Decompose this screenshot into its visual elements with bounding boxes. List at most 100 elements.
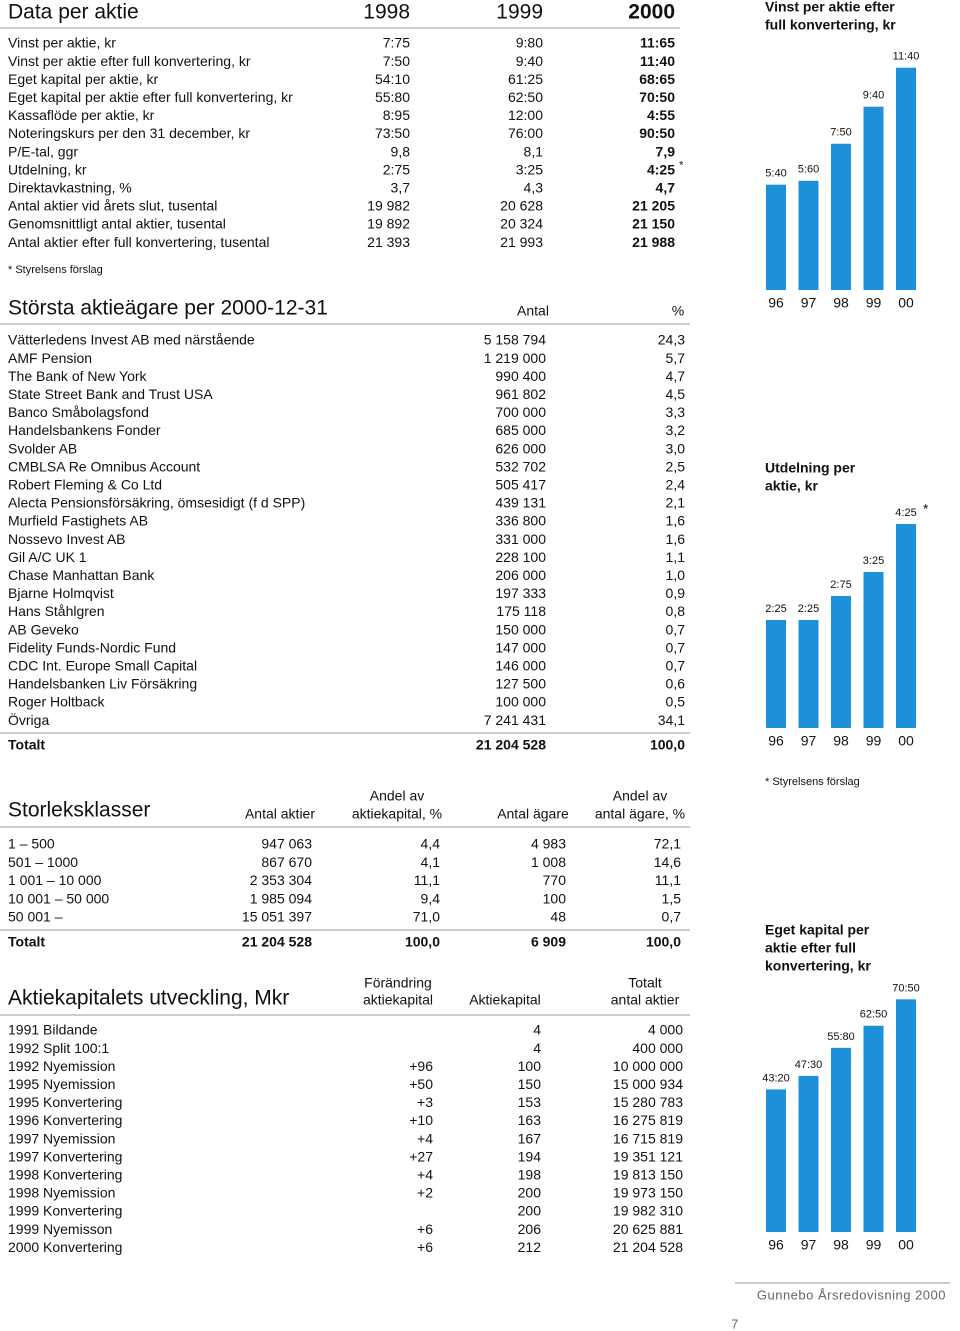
row-label: Eget kapital per aktie efter full konver… <box>8 89 293 105</box>
row-label: Robert Fleming & Co Ltd <box>8 477 162 493</box>
table-cell: 7,9 <box>656 143 676 159</box>
table-cell: 200 <box>518 1203 542 1219</box>
table-cell: 7 241 431 <box>484 712 546 728</box>
table-cell: 9,8 <box>391 143 411 159</box>
value-label: 55:80 <box>827 1031 855 1043</box>
table-cell: 19 982 310 <box>613 1203 683 1219</box>
row-label: Svolder AB <box>8 440 77 456</box>
section-title: Storleksklasser <box>8 799 150 822</box>
table-cell: 7:50 <box>383 53 410 69</box>
category-label: 99 <box>866 733 882 749</box>
table-cell: 400 000 <box>632 1040 683 1056</box>
table-cell: 76:00 <box>508 125 543 141</box>
table-cell: 19 982 <box>367 198 410 214</box>
table-cell: 90:50 <box>639 125 675 141</box>
row-label: 1998 Nyemission <box>8 1185 115 1201</box>
table-cell: 62:50 <box>508 89 543 105</box>
category-label: 99 <box>866 295 882 311</box>
table-cell: 700 000 <box>495 404 546 420</box>
table-cell: 21 993 <box>500 234 543 250</box>
row-label: 1995 Konvertering <box>8 1094 122 1110</box>
value-label: 70:50 <box>892 982 920 994</box>
table-cell: 100 <box>543 890 567 906</box>
row-label: Fidelity Funds-Nordic Fund <box>8 639 176 655</box>
chart-title: Utdelning per <box>765 460 856 476</box>
table-cell: +2 <box>417 1185 433 1201</box>
bar <box>896 67 916 290</box>
total-cell: 21 204 528 <box>242 934 312 950</box>
table-cell: 167 <box>518 1130 542 1146</box>
value-label: 43:20 <box>762 1072 790 1084</box>
table-cell: 0,7 <box>666 639 686 655</box>
row-label: Vinst per aktie, kr <box>8 35 116 51</box>
value-label: 4:25 <box>895 507 916 519</box>
chart-title: aktie, kr <box>765 478 818 494</box>
row-label: 501 – 1000 <box>8 854 78 870</box>
table-cell: +4 <box>417 1167 433 1183</box>
row-label: The Bank of New York <box>8 368 148 384</box>
table-cell: 1,5 <box>662 890 682 906</box>
row-label: Eget kapital per aktie, kr <box>8 71 159 87</box>
table-cell: 21 204 528 <box>613 1239 683 1255</box>
value-label: 9:40 <box>863 90 884 102</box>
row-label: 1996 Konvertering <box>8 1112 122 1128</box>
table-cell: 71,0 <box>413 909 440 925</box>
category-label: 96 <box>768 1237 784 1253</box>
category-label: 00 <box>898 295 914 311</box>
footnote-mark: * <box>923 501 929 517</box>
table-cell: 21 205 <box>632 198 675 214</box>
table-cell: 19 351 121 <box>613 1148 683 1164</box>
table-cell: +27 <box>409 1148 433 1164</box>
value-label: 2:25 <box>798 603 819 615</box>
table-cell: 206 <box>518 1221 542 1237</box>
chart-title: aktie efter full <box>765 940 856 956</box>
table-cell: 990 400 <box>495 368 546 384</box>
row-label: Nossevo Invest AB <box>8 531 126 547</box>
table-cell: 532 702 <box>495 458 546 474</box>
bar <box>896 999 916 1232</box>
table-cell: 21 150 <box>632 216 675 232</box>
table-cell: 9:40 <box>516 53 543 69</box>
value-label: 3:25 <box>863 555 884 567</box>
table-cell: 228 100 <box>495 549 546 565</box>
table-cell: 15 000 934 <box>613 1076 683 1092</box>
table-cell: +4 <box>417 1130 433 1146</box>
note: * Styrelsens förslag <box>765 776 860 788</box>
bar <box>863 572 884 728</box>
table-cell: 48 <box>550 909 566 925</box>
table-header: 2000 <box>628 1 675 24</box>
footer-brand: Gunnebo Årsredovisning 2000 <box>757 1287 946 1302</box>
table-cell: +96 <box>409 1058 433 1074</box>
table-cell: 70:50 <box>639 89 675 105</box>
column-header: Andel av <box>370 788 424 804</box>
total-cell: 100,0 <box>405 934 440 950</box>
table-cell: 961 802 <box>495 386 546 402</box>
table-cell: 336 800 <box>495 513 546 529</box>
table-cell: 100 000 <box>495 694 546 710</box>
table-cell: 3,3 <box>666 404 686 420</box>
table-cell: 11,1 <box>655 872 681 888</box>
table-cell: 0,9 <box>666 585 686 601</box>
table-cell: 1 219 000 <box>484 350 546 366</box>
bar <box>831 143 851 290</box>
row-label: AB Geveko <box>8 621 79 637</box>
section-title: Aktiekapitalets utveckling, Mkr <box>8 987 289 1010</box>
table-cell: 1,1 <box>666 549 686 565</box>
row-label: CMBLSA Re Omnibus Account <box>8 458 200 474</box>
bar <box>863 106 884 290</box>
row-label: Genomsnittligt antal aktier, tusental <box>8 216 226 232</box>
table-cell: 163 <box>518 1112 542 1128</box>
column-header: aktiekapital, % <box>352 806 442 822</box>
bar <box>766 620 786 728</box>
row-label: 1997 Konvertering <box>8 1148 122 1164</box>
row-label: 2000 Konvertering <box>8 1239 122 1255</box>
column-header: % <box>672 303 684 319</box>
row-label: Handelsbankens Fonder <box>8 422 161 438</box>
row-label: Direktavkastning, % <box>8 180 132 196</box>
table-cell: 200 <box>518 1185 542 1201</box>
table-cell: 3,7 <box>391 180 411 196</box>
table-header: 1998 <box>363 1 410 24</box>
category-label: 98 <box>833 295 849 311</box>
row-label: State Street Bank and Trust USA <box>8 386 213 402</box>
